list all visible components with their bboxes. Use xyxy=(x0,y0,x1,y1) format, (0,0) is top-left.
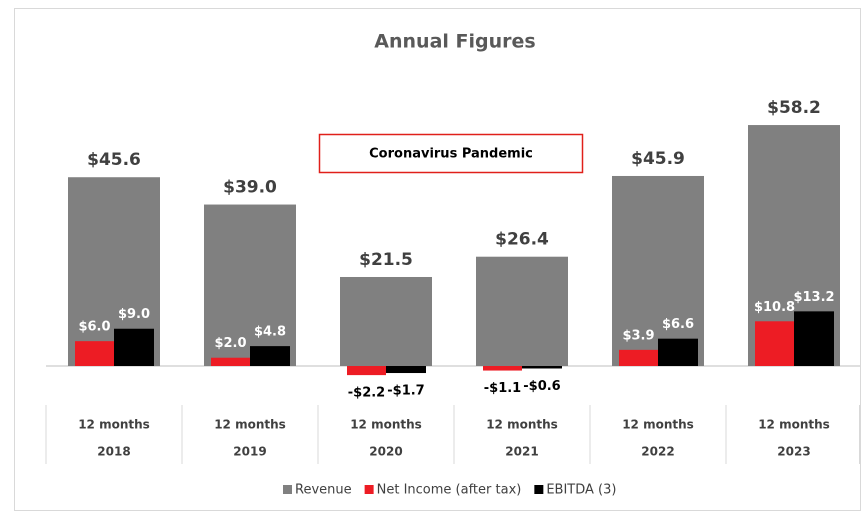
x-tick-label: 2018 xyxy=(97,445,130,459)
bar xyxy=(476,256,568,366)
bar xyxy=(483,366,522,371)
annotation: Coronavirus Pandemic xyxy=(369,147,533,162)
data-label: $6.6 xyxy=(662,317,694,332)
legend-swatch xyxy=(283,485,292,494)
data-label: $4.8 xyxy=(254,325,286,340)
bar xyxy=(340,276,432,366)
x-tick-label: 12 months xyxy=(214,418,286,432)
x-tick-label: 2020 xyxy=(369,445,402,459)
data-label: $45.6 xyxy=(87,150,141,170)
bar xyxy=(114,328,154,366)
bar xyxy=(755,321,794,366)
data-label: $3.9 xyxy=(622,328,654,343)
bar xyxy=(347,366,386,376)
x-tick-label: 2019 xyxy=(233,445,266,459)
bar xyxy=(794,311,834,366)
chart-title: Annual Figures xyxy=(374,31,535,53)
x-tick-label: 12 months xyxy=(350,418,422,432)
x-tick-label: 2021 xyxy=(505,445,538,459)
legend-swatch xyxy=(364,485,374,494)
data-label: -$1.7 xyxy=(387,384,424,399)
data-label: $6.0 xyxy=(78,320,110,335)
bar xyxy=(522,366,562,369)
x-tick-label: 12 months xyxy=(486,418,558,432)
data-label: $9.0 xyxy=(118,307,150,322)
bar xyxy=(619,349,658,366)
data-label: -$0.6 xyxy=(523,379,560,394)
data-label: -$1.1 xyxy=(484,381,521,396)
data-label: $26.4 xyxy=(495,230,549,250)
legend-label: Net Income (after tax) xyxy=(377,483,522,498)
legend-swatch xyxy=(534,485,544,494)
x-tick-label: 12 months xyxy=(758,418,830,432)
bar xyxy=(75,341,114,366)
bar xyxy=(658,338,698,366)
x-tick-label: 2023 xyxy=(777,445,810,459)
data-label: -$2.2 xyxy=(348,386,385,401)
bar xyxy=(386,366,426,374)
legend-label: EBITDA (3) xyxy=(546,483,616,498)
bar xyxy=(612,175,704,366)
data-label: $10.8 xyxy=(754,300,795,315)
data-label: $58.2 xyxy=(767,98,821,118)
data-label: $2.0 xyxy=(214,336,246,351)
bar xyxy=(211,357,250,366)
legend-label: Revenue xyxy=(295,483,352,498)
annotation-box xyxy=(318,133,584,174)
data-label: $21.5 xyxy=(359,250,413,270)
bar xyxy=(204,204,296,366)
bar xyxy=(250,346,290,366)
data-label: $39.0 xyxy=(223,178,277,198)
x-tick-label: 12 months xyxy=(78,418,150,432)
data-label: $45.9 xyxy=(631,149,685,169)
x-tick-label: 2022 xyxy=(641,445,674,459)
x-tick-label: 12 months xyxy=(622,418,694,432)
data-label: $13.2 xyxy=(793,290,834,305)
